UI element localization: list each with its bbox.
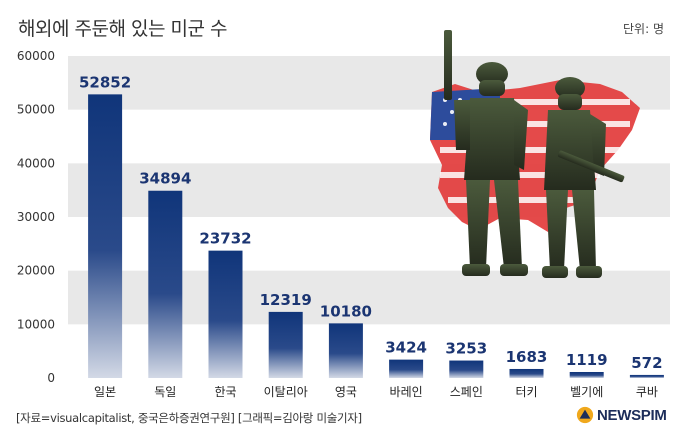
- y-tick-label: 60000: [17, 49, 55, 63]
- bar: [569, 371, 604, 378]
- bar: [389, 359, 424, 378]
- bar: [449, 360, 484, 378]
- x-tick-label: 쿠바: [636, 385, 658, 399]
- bar-value-label: 572: [631, 354, 662, 372]
- x-axis: 일본 독일 한국 이탈리아 영국 바레인 스페인 터키 벨기에 쿠바: [94, 385, 658, 399]
- unit-label: 단위: 명: [623, 22, 664, 36]
- bar: [148, 190, 183, 378]
- chart-title: 해외에 주둔해 있는 미군 수: [18, 18, 227, 40]
- x-tick-label: 벨기에: [570, 385, 603, 399]
- soldier-right: [542, 77, 625, 278]
- value-labels: 52852 34894 23732 12319 10180 3424 3253 1683 111…: [79, 73, 663, 372]
- y-tick-label: 50000: [17, 103, 55, 117]
- x-tick-label: 영국: [335, 385, 357, 399]
- bar-value-label: 52852: [79, 73, 131, 91]
- x-tick-label: 바레인: [390, 385, 423, 399]
- y-tick-label: 40000: [17, 156, 55, 170]
- bar: [88, 94, 123, 378]
- bar-value-label: 3424: [385, 339, 427, 357]
- bar-value-label: 10180: [320, 302, 372, 320]
- bar-value-label: 1119: [566, 351, 608, 369]
- y-axis: 0 10000 20000 30000 40000 50000 60000: [17, 49, 55, 385]
- soldiers-illustration: [430, 30, 640, 278]
- y-tick-label: 20000: [17, 264, 55, 278]
- x-tick-label: 이탈리아: [264, 385, 308, 399]
- newspim-logo: NEWSPIM: [576, 406, 667, 424]
- bar-value-label: 1683: [506, 348, 548, 366]
- bar-value-label: 3253: [445, 340, 487, 358]
- bars: [88, 94, 664, 378]
- bar-value-label: 12319: [260, 291, 312, 309]
- x-tick-label: 터키: [515, 385, 537, 399]
- y-tick-label: 0: [47, 371, 55, 385]
- bar: [328, 323, 363, 378]
- soldier-left: [444, 30, 528, 276]
- source-note: [자료=visualcapitalist, 중국은하증권연구원] [그래픽=김아…: [16, 411, 362, 425]
- x-tick-label: 일본: [94, 385, 116, 399]
- x-tick-label: 한국: [214, 385, 236, 399]
- y-tick-label: 10000: [17, 317, 55, 331]
- newspim-logo-text: NEWSPIM: [597, 406, 667, 424]
- newspim-logo-icon: [576, 406, 594, 424]
- x-tick-label: 독일: [154, 385, 176, 399]
- bar: [629, 374, 664, 378]
- bar-value-label: 34894: [139, 170, 191, 188]
- bar: [509, 368, 544, 378]
- bar: [208, 250, 243, 378]
- bar-value-label: 23732: [199, 230, 251, 248]
- y-tick-label: 30000: [17, 210, 55, 224]
- x-tick-label: 스페인: [450, 385, 483, 399]
- bar: [268, 311, 303, 378]
